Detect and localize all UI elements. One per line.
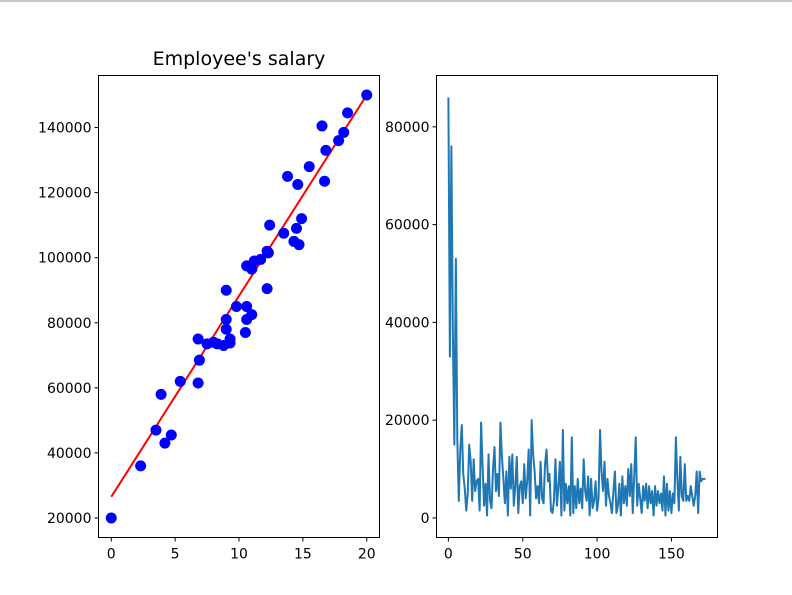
y-axis-ticks: 20000 40000 60000 80000 100000 120000 140000 xyxy=(38,121,99,527)
y-tick-label: 60000 xyxy=(47,381,92,397)
scatter-point xyxy=(193,354,205,366)
scatter-point xyxy=(220,323,232,335)
scatter-point xyxy=(220,284,232,296)
y-tick-label: 60000 xyxy=(385,218,430,234)
regression-line xyxy=(110,94,368,498)
axes-frame xyxy=(436,75,718,538)
scatter-point xyxy=(278,227,290,239)
y-axis-ticks: 0 20000 40000 60000 80000 xyxy=(385,120,437,527)
salary-scatter-plot: Employee's salary 20000 40000 60000 80000 10… xyxy=(38,48,380,563)
scatter-point xyxy=(159,437,171,449)
scatter-point xyxy=(155,388,167,400)
x-tick-label: 10 xyxy=(230,547,248,563)
y-tick-label: 80000 xyxy=(47,316,92,332)
x-tick-label: 15 xyxy=(294,547,312,563)
scatter-point xyxy=(192,377,204,389)
y-tick-label: 120000 xyxy=(38,186,91,202)
x-tick-label: 100 xyxy=(584,547,611,563)
scatter-points xyxy=(105,89,373,524)
scatter-point xyxy=(361,89,373,101)
scatter-point xyxy=(241,301,253,312)
y-tick-label: 140000 xyxy=(38,121,91,137)
scatter-point xyxy=(239,327,251,339)
scatter-point xyxy=(105,512,117,524)
scatter-point xyxy=(282,170,294,182)
scatter-point xyxy=(320,144,332,156)
scatter-point xyxy=(261,283,273,295)
scatter-point xyxy=(319,175,331,187)
scatter-point xyxy=(174,375,186,387)
y-tick-label: 0 xyxy=(421,511,430,527)
scatter-point xyxy=(338,126,350,138)
scatter-point xyxy=(192,333,204,345)
y-tick-label: 40000 xyxy=(385,315,430,331)
scatter-point xyxy=(246,309,258,321)
y-tick-label: 20000 xyxy=(47,511,92,527)
x-axis-ticks: 0 5 10 15 20 xyxy=(107,537,376,563)
series-line-group xyxy=(447,97,706,517)
scatter-point xyxy=(165,429,177,441)
scatter-point xyxy=(296,213,308,225)
scatter-point xyxy=(255,253,267,265)
scatter-point xyxy=(220,314,232,326)
scatter-point xyxy=(292,178,304,190)
y-tick-label: 40000 xyxy=(47,446,92,462)
scatter-point xyxy=(303,161,315,173)
x-tick-label: 0 xyxy=(107,547,116,563)
scatter-point xyxy=(316,120,328,132)
x-tick-label: 50 xyxy=(514,547,532,563)
scatter-point xyxy=(342,107,354,119)
scatter-point xyxy=(224,337,236,349)
fit-line-group xyxy=(110,94,368,498)
scatter-point xyxy=(293,239,305,251)
x-tick-label: 5 xyxy=(171,547,180,563)
scatter-point xyxy=(230,301,242,312)
scatter-point xyxy=(264,219,276,231)
window-top-border xyxy=(0,0,792,2)
y-tick-label: 20000 xyxy=(385,413,430,429)
axes-frame xyxy=(98,75,380,538)
x-axis-ticks: 0 50 100 150 xyxy=(444,537,685,563)
plot-title: Employee's salary xyxy=(153,48,326,70)
scatter-point xyxy=(135,460,147,472)
x-tick-label: 0 xyxy=(444,547,453,563)
x-tick-label: 20 xyxy=(358,547,376,563)
line-plot: 0 20000 40000 60000 80000 0 50 100 150 xyxy=(385,75,718,563)
scatter-point xyxy=(150,424,162,436)
x-tick-label: 150 xyxy=(658,547,685,563)
scatter-point xyxy=(333,135,345,147)
series-line xyxy=(447,97,706,517)
y-tick-label: 80000 xyxy=(385,120,430,136)
y-tick-label: 100000 xyxy=(38,251,91,267)
scatter-point xyxy=(262,247,274,259)
scatter-point xyxy=(290,222,302,234)
